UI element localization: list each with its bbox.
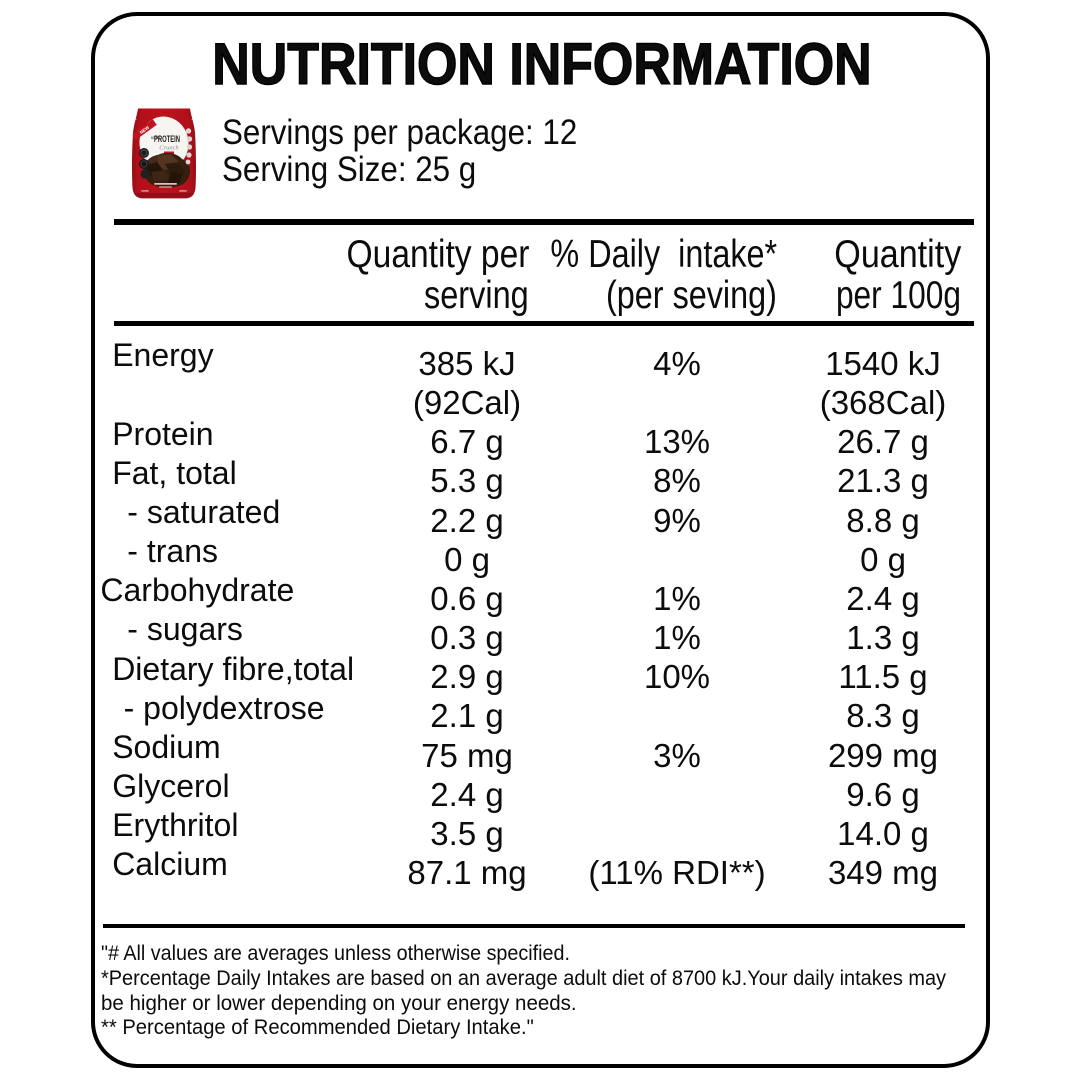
svg-text:PROTEIN: PROTEIN: [154, 134, 180, 144]
svg-text:KETO: KETO: [151, 136, 160, 140]
svg-text:Crunch: Crunch: [159, 145, 179, 152]
svg-text:NEW: NEW: [139, 124, 151, 135]
